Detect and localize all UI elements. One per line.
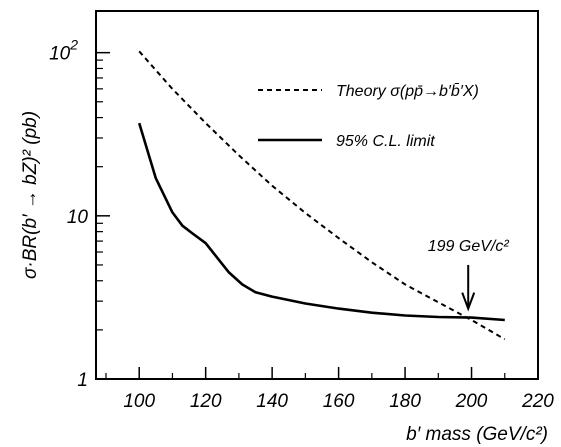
x-tick-label: 120 <box>190 391 222 412</box>
annotation-label: 199 GeV/c² <box>428 238 510 255</box>
x-tick-label: 140 <box>256 391 288 412</box>
x-tick-label: 180 <box>389 391 421 412</box>
limit-curve <box>137 122 505 322</box>
legend-label: 95% C.L. limit <box>336 133 435 150</box>
theory-curve <box>138 50 506 341</box>
y-axis-label: σ·BR(b′ → bZ)² (pb) <box>20 111 41 279</box>
x-tick-label: 220 <box>521 391 554 412</box>
legend: Theory σ(pp̄→b′b̄′X) 95% C.L. limit <box>258 83 479 150</box>
y-tick-label: 10 <box>67 207 89 228</box>
y-tick-label: 1 <box>77 370 88 391</box>
series-layer <box>137 50 506 341</box>
y-tick-label: 102 <box>49 37 78 65</box>
legend-label: Theory σ(pp̄→b′b̄′X) <box>336 83 479 100</box>
axes-layer: 100 120 140 160 180 200 220 1 10 102 <box>49 37 554 412</box>
plot-frame <box>95 10 539 380</box>
x-tick-label: 100 <box>123 391 155 412</box>
x-tick-label: 200 <box>455 391 488 412</box>
x-tick-label: 160 <box>323 391 355 412</box>
x-axis-label: b′ mass (GeV/c²) <box>406 424 548 445</box>
arrow-head <box>461 292 476 312</box>
annotation-layer: 199 GeV/c² <box>428 238 510 312</box>
